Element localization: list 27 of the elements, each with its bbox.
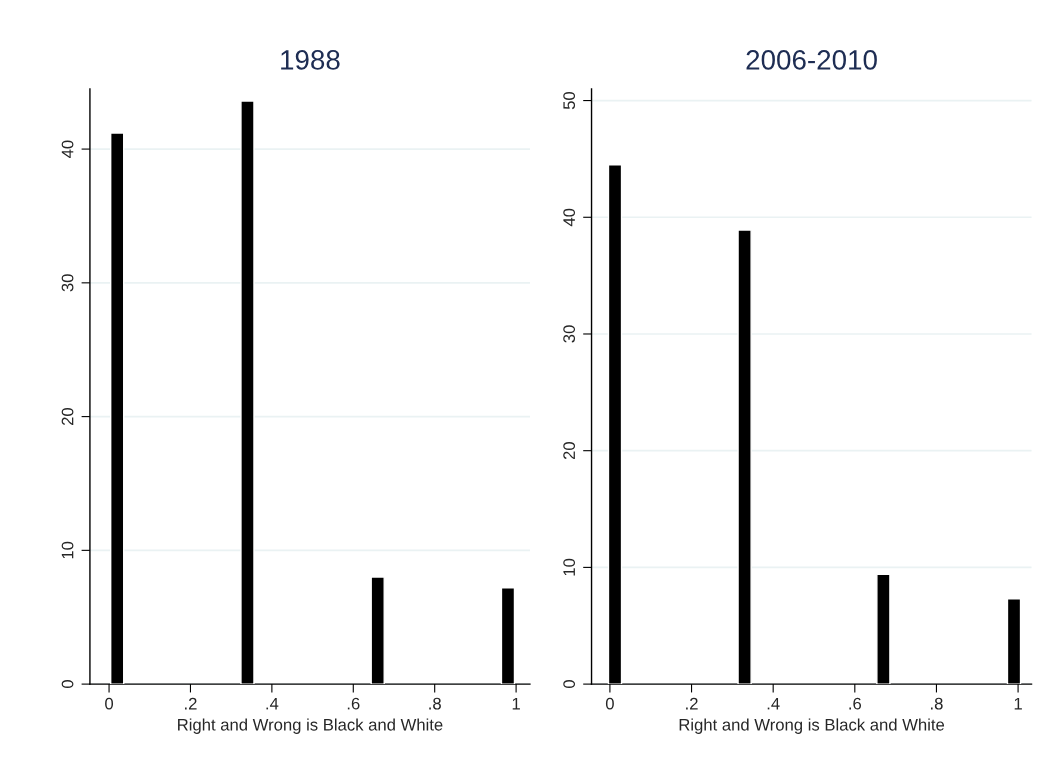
y-tick-label: 50 [563,91,576,110]
x-axis-title: Right and Wrong is Black and White [178,718,443,734]
x-tick-label: 1 [512,697,520,710]
x-tick-label: 0 [105,697,114,710]
x-tick-label: .2 [686,697,698,710]
x-tick-label: .6 [347,697,360,710]
y-tick-label: 40 [61,140,74,158]
chart-title: 1988 [281,50,340,70]
x-tick-label: 0 [605,697,614,710]
x-axis-title: Right and Wrong is Black and White [679,718,945,734]
x-tick-label: .4 [767,697,780,710]
x-tick-label: .8 [429,697,441,710]
y-tick-label: 40 [563,208,576,227]
chart-title: 2006-2010 [746,50,877,70]
x-tick-label: .2 [185,697,197,710]
y-tick-label: 0 [61,680,74,689]
x-tick-label: .8 [931,697,943,710]
y-tick-label: 20 [61,407,74,426]
x-tick-label: .6 [849,697,862,710]
y-tick-label: 10 [61,541,74,559]
x-tick-label: .4 [266,697,279,710]
x-tick-label: 1 [1014,697,1022,710]
y-tick-label: 0 [563,680,576,689]
y-tick-label: 20 [563,442,576,460]
y-tick-label: 10 [563,558,576,576]
y-tick-label: 30 [61,274,74,292]
y-tick-label: 30 [563,325,576,343]
